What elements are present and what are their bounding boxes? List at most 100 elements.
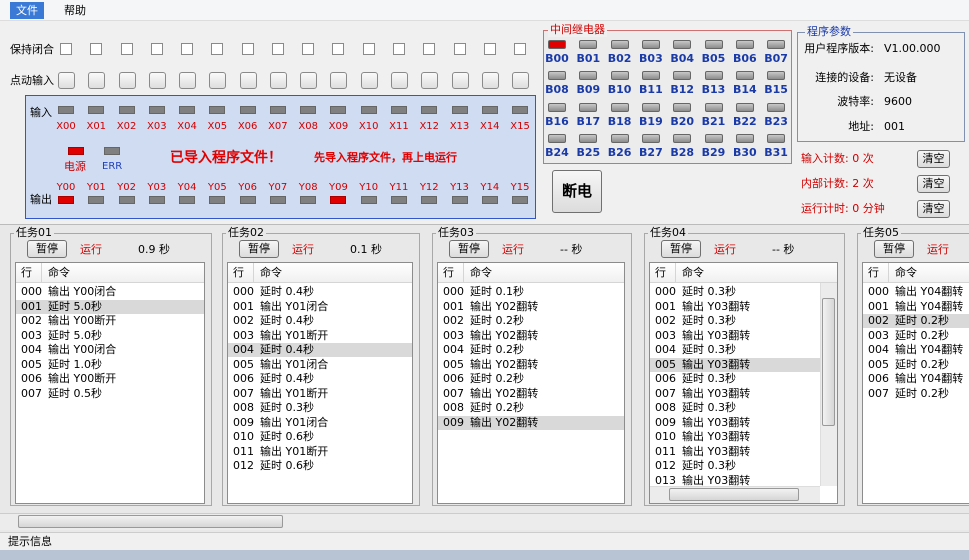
status-text: 提示信息 xyxy=(8,535,52,548)
output-led xyxy=(451,196,468,204)
clear-button[interactable]: 清空 xyxy=(917,175,950,193)
hold-checkbox[interactable] xyxy=(120,43,133,55)
input-led xyxy=(512,106,529,114)
input-label: X06 xyxy=(237,121,258,132)
header-cell: 行 xyxy=(233,266,244,279)
jog-button[interactable] xyxy=(148,72,166,89)
relay-led xyxy=(704,102,723,112)
v-scroll-thumb[interactable] xyxy=(822,298,835,426)
relay-label: B15 xyxy=(764,83,788,97)
hold-checkbox[interactable] xyxy=(60,43,72,55)
relay-label: B14 xyxy=(732,83,757,97)
counter-text: 运行计时: 0 分钟 xyxy=(801,202,885,215)
h-scroll-thumb[interactable] xyxy=(18,515,283,528)
hold-checkbox[interactable] xyxy=(181,43,194,55)
jog-button[interactable] xyxy=(300,72,318,89)
jog-button[interactable] xyxy=(481,72,499,89)
hold-checkbox[interactable] xyxy=(302,43,315,55)
jog-button[interactable] xyxy=(58,72,75,89)
hold-checkbox[interactable] xyxy=(453,43,466,55)
status-bar xyxy=(0,532,969,550)
jog-button[interactable] xyxy=(330,72,348,89)
jog-button[interactable] xyxy=(88,72,106,89)
relay-led xyxy=(704,133,723,143)
import-status: 已导入程序文件！ xyxy=(170,150,282,166)
relay-label: B26 xyxy=(607,145,632,159)
relay-led xyxy=(767,133,786,143)
row-index: 011 xyxy=(233,444,254,458)
row-index: 006 xyxy=(233,372,254,385)
hold-checkbox[interactable] xyxy=(514,43,527,55)
jog-button[interactable] xyxy=(360,72,378,89)
jog-button[interactable] xyxy=(451,72,469,89)
row-index: 000 xyxy=(655,285,676,298)
row-command: 延时 0.4秒 xyxy=(260,314,314,327)
hold-checkbox[interactable] xyxy=(271,43,284,55)
pause-button[interactable]: 暂停 xyxy=(27,240,67,258)
jog-button[interactable] xyxy=(512,72,530,89)
power-button[interactable]: 断电 xyxy=(552,170,602,213)
input-led xyxy=(300,106,317,114)
menu-item[interactable]: 文件 xyxy=(10,2,44,19)
row-command: 延时 0.3秒 xyxy=(682,459,736,472)
menu-item[interactable]: 帮助 xyxy=(64,4,86,17)
relay-label: B04 xyxy=(670,52,695,65)
row-command: 延时 5.0秒 xyxy=(48,328,102,342)
row-index: 008 xyxy=(655,401,676,414)
input-led xyxy=(390,106,407,114)
hold-checkbox[interactable] xyxy=(392,43,405,55)
clear-button[interactable]: 清空 xyxy=(917,200,950,218)
jog-button[interactable] xyxy=(269,72,287,89)
hold-checkbox[interactable] xyxy=(90,43,103,55)
relay-label: B08 xyxy=(545,83,569,97)
row-command: 延时 0.1秒 xyxy=(470,285,524,298)
row-command: 输出 Y04翻转 xyxy=(895,299,964,313)
hold-checkbox[interactable] xyxy=(423,43,436,55)
hold-checkbox[interactable] xyxy=(332,43,345,55)
pause-button[interactable]: 暂停 xyxy=(874,240,914,258)
hold-checkbox[interactable] xyxy=(483,43,496,55)
input-label: X11 xyxy=(389,121,409,132)
task-state: 运行 xyxy=(927,243,949,256)
input-label: X10 xyxy=(358,121,379,132)
jog-button[interactable] xyxy=(390,72,408,89)
relay-led xyxy=(641,133,660,143)
task-list xyxy=(649,262,838,504)
header-cell: 命令 xyxy=(470,266,492,279)
row-index: 005 xyxy=(21,357,42,371)
relay-label: B07 xyxy=(764,52,788,65)
row-command: 输出 Y03翻转 xyxy=(682,444,751,458)
jog-button[interactable] xyxy=(421,72,439,89)
input-led xyxy=(209,106,226,114)
hold-checkbox[interactable] xyxy=(241,43,254,55)
pause-button[interactable]: 暂停 xyxy=(449,240,489,258)
relay-led xyxy=(579,102,598,112)
relay-led xyxy=(548,71,566,81)
jog-button[interactable] xyxy=(239,72,257,89)
hold-checkbox[interactable] xyxy=(362,43,375,55)
hold-checkbox[interactable] xyxy=(211,43,224,55)
row-index: 000 xyxy=(233,285,254,298)
jog-button[interactable] xyxy=(179,72,197,89)
hold-checkbox[interactable] xyxy=(150,43,163,55)
pause-button[interactable]: 暂停 xyxy=(239,240,279,258)
jog-button[interactable] xyxy=(209,72,227,89)
row-command: 输出 Y02翻转 xyxy=(470,357,539,371)
param-label: 地址: xyxy=(848,120,874,133)
clear-button[interactable]: 清空 xyxy=(917,150,950,168)
input-label: X03 xyxy=(147,121,167,132)
jog-button[interactable] xyxy=(118,72,136,89)
row-command: 延时 5.0秒 xyxy=(48,299,102,313)
list-header xyxy=(863,263,969,283)
task-state: 运行 xyxy=(714,243,736,256)
relay-label: B29 xyxy=(701,145,726,159)
pause-button[interactable]: 暂停 xyxy=(661,240,701,258)
row-index: 007 xyxy=(655,386,676,400)
row-index: 011 xyxy=(655,444,676,458)
task-group xyxy=(432,233,632,506)
h-scroll-thumb[interactable] xyxy=(669,488,799,501)
output-label: Y12 xyxy=(419,182,439,193)
relay-label: B23 xyxy=(764,114,788,128)
counter-text: 输入计数: 0 次 xyxy=(801,152,874,165)
row-index: 004 xyxy=(655,343,676,356)
